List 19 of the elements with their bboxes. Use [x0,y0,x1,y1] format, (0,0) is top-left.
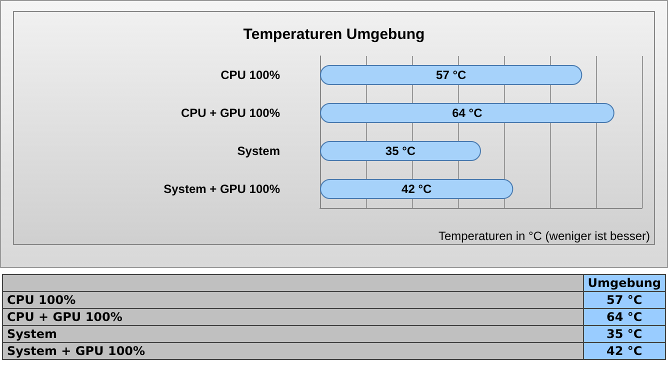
text: 35 °C [606,327,642,341]
y-tick-label: System + GPU 100% [164,182,280,196]
y-tick-label: CPU + GPU 100% [180,106,280,120]
text: 42 °C [606,344,642,358]
y-tick-label: CPU 100% [220,68,280,82]
category-label: CPU 100% [7,293,76,307]
category-label: System [7,327,57,341]
category-label: System + GPU 100% [7,344,146,358]
y-tick-label: System [237,144,280,158]
data-label: 42 °C [402,182,432,196]
data-label: 64 °C [452,106,483,120]
category-label: CPU + GPU 100% [7,310,122,324]
data-label: 57 °C [436,68,466,82]
data-label: 35 °C [385,144,416,158]
text: 64 °C [606,310,642,324]
text: 57 °C [606,293,642,307]
chart-title: Temperaturen Umgebung [243,26,425,43]
x-axis-title: Temperaturen in °C (weniger ist besser) [438,229,650,243]
text: Umgebung [583,274,666,292]
